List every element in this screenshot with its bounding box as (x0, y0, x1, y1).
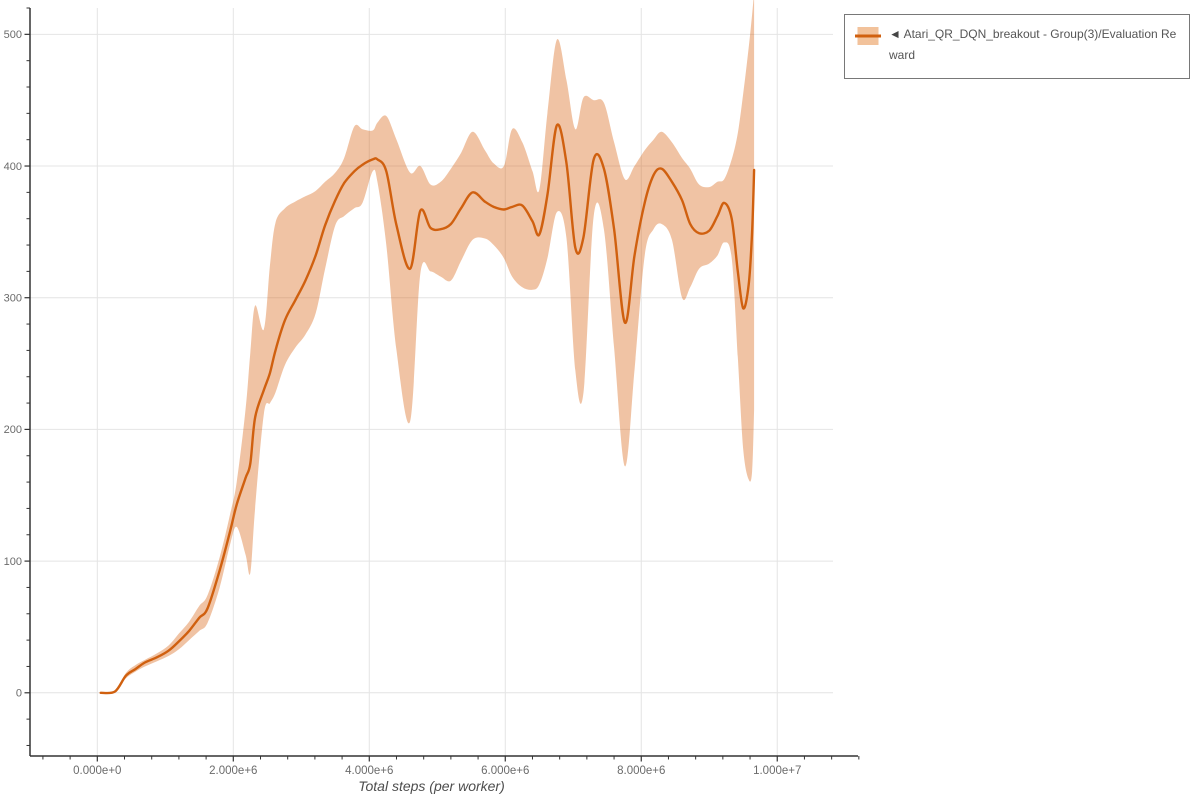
legend-label: ◄ Atari_QR_DQN_breakout - Group(3)/Evalu… (889, 24, 1179, 66)
y-tick-label: 100 (4, 556, 22, 568)
x-tick-label: 2.000e+6 (209, 765, 257, 777)
legend-label-text: Atari_QR_DQN_breakout - Group(3)/Evaluat… (889, 27, 1177, 62)
x-tick-label: 8.000e+6 (617, 765, 665, 777)
legend: ◄ Atari_QR_DQN_breakout - Group(3)/Evalu… (844, 14, 1190, 79)
legend-series-swatch-icon (855, 27, 881, 45)
y-tick-label: 200 (4, 424, 22, 436)
confidence-band (100, 0, 755, 694)
series-line (99, 123, 756, 695)
x-tick-label: 0.000e+0 (73, 765, 121, 777)
x-tick-label: 4.000e+6 (345, 765, 393, 777)
x-tick-label: 6.000e+6 (481, 765, 529, 777)
y-tick-label: 500 (4, 29, 22, 41)
collapse-arrow-icon: ◄ (889, 27, 901, 41)
y-tick-label: 300 (4, 293, 22, 305)
legend-item[interactable]: ◄ Atari_QR_DQN_breakout - Group(3)/Evalu… (855, 24, 1179, 66)
x-tick-label: 1.000e+7 (753, 765, 801, 777)
x-axis-title: Total steps (per worker) (358, 778, 505, 794)
y-tick-label: 400 (4, 161, 22, 173)
y-tick-label: 0 (16, 688, 22, 700)
